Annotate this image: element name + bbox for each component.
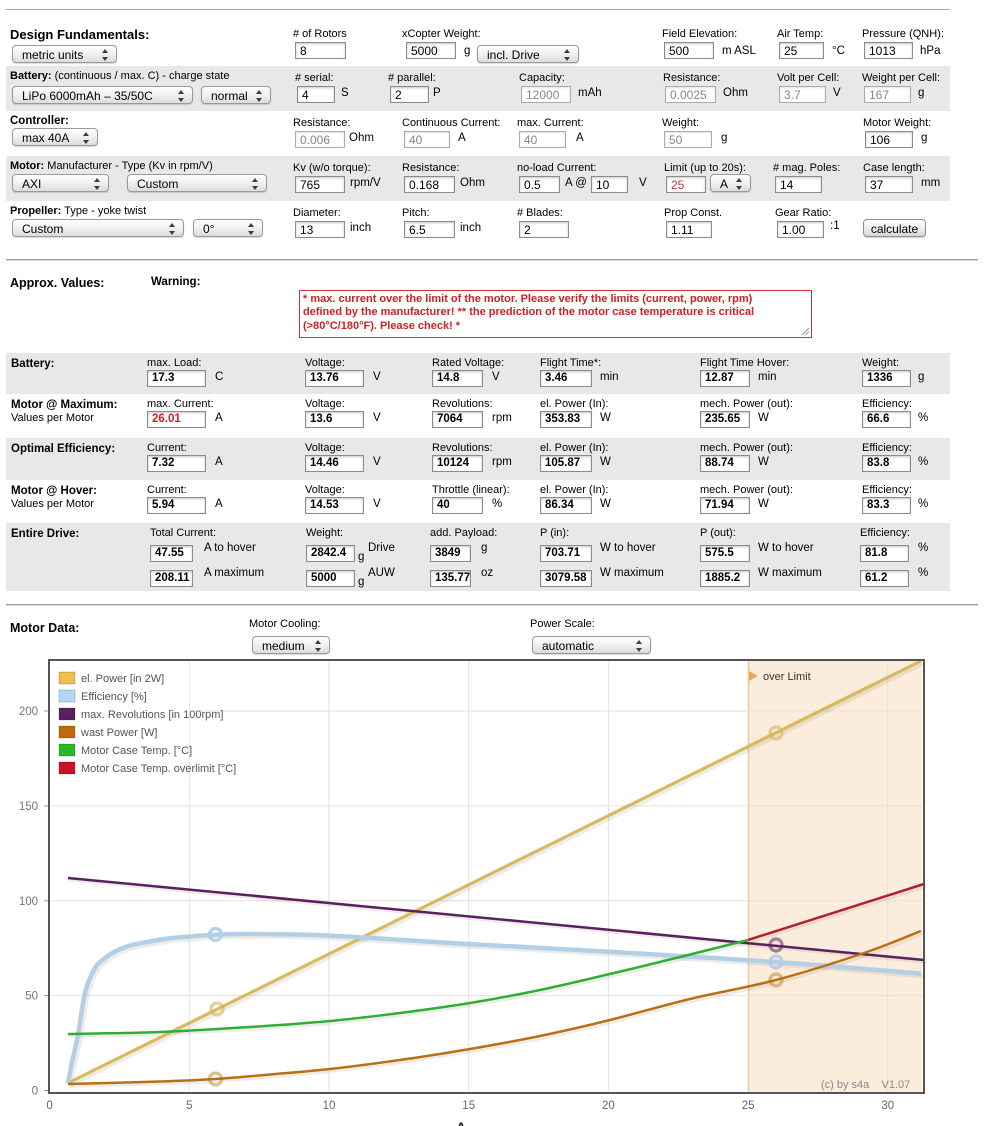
svg-text:Motor Case Temp. overlimit [°C: Motor Case Temp. overlimit [°C] bbox=[81, 763, 236, 775]
svg-text:(c) by s4a V1.07: (c) by s4a V1.07 bbox=[821, 1079, 910, 1091]
svg-text:30: 30 bbox=[881, 1100, 894, 1112]
svg-text:Motor Case Temp. [°C]: Motor Case Temp. [°C] bbox=[81, 745, 192, 757]
svg-text:50: 50 bbox=[25, 991, 38, 1003]
svg-text:0: 0 bbox=[32, 1086, 38, 1098]
svg-text:15: 15 bbox=[462, 1100, 475, 1112]
svg-text:100: 100 bbox=[19, 896, 38, 908]
svg-text:over Limit: over Limit bbox=[763, 671, 811, 683]
svg-text:10: 10 bbox=[323, 1100, 336, 1112]
svg-text:A: A bbox=[456, 1119, 466, 1126]
svg-text:max. Revolutions [in 100rpm]: max. Revolutions [in 100rpm] bbox=[81, 709, 223, 721]
svg-text:Efficiency [%]: Efficiency [%] bbox=[81, 691, 147, 703]
svg-text:el. Power [in 2W]: el. Power [in 2W] bbox=[81, 673, 164, 685]
svg-text:25: 25 bbox=[742, 1100, 755, 1112]
svg-text:200: 200 bbox=[19, 706, 38, 718]
svg-text:20: 20 bbox=[602, 1100, 615, 1112]
svg-text:wast Power [W]: wast Power [W] bbox=[80, 727, 157, 739]
svg-text:5: 5 bbox=[186, 1100, 192, 1112]
svg-text:0: 0 bbox=[46, 1100, 52, 1112]
svg-text:150: 150 bbox=[19, 801, 38, 813]
